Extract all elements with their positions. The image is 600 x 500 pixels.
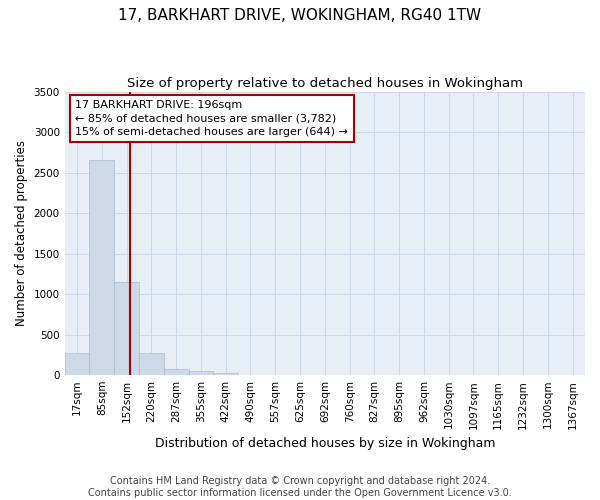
X-axis label: Distribution of detached houses by size in Wokingham: Distribution of detached houses by size …: [155, 437, 495, 450]
Text: 17, BARKHART DRIVE, WOKINGHAM, RG40 1TW: 17, BARKHART DRIVE, WOKINGHAM, RG40 1TW: [118, 8, 482, 22]
Text: 17 BARKHART DRIVE: 196sqm
← 85% of detached houses are smaller (3,782)
15% of se: 17 BARKHART DRIVE: 196sqm ← 85% of detac…: [75, 100, 348, 136]
Y-axis label: Number of detached properties: Number of detached properties: [15, 140, 28, 326]
Bar: [188, 372, 214, 375]
Bar: [65, 353, 89, 375]
Text: Contains HM Land Registry data © Crown copyright and database right 2024.
Contai: Contains HM Land Registry data © Crown c…: [88, 476, 512, 498]
Bar: [114, 282, 139, 375]
Bar: [164, 368, 188, 375]
Bar: [89, 160, 114, 375]
Title: Size of property relative to detached houses in Wokingham: Size of property relative to detached ho…: [127, 78, 523, 90]
Bar: [214, 374, 238, 375]
Bar: [139, 353, 164, 375]
